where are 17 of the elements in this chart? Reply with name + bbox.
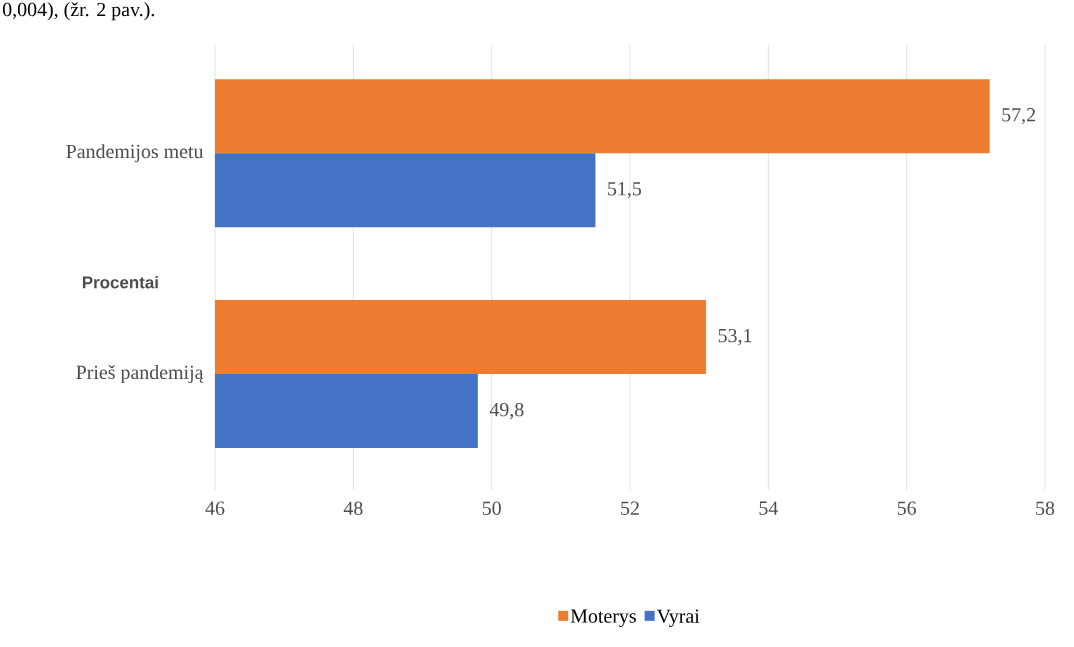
x-tick-label: 54 <box>759 501 778 515</box>
data-label: 51,5 <box>608 182 642 199</box>
x-tick-label: 48 <box>343 501 363 515</box>
y-tick-label: Prieš pandemiją <box>76 365 204 384</box>
x-tick-label: 50 <box>482 501 501 515</box>
text: 0,004), (žr. 2 pav.). <box>2 2 154 21</box>
x-tick-label: 52 <box>621 501 639 515</box>
x-tick-label: 46 <box>205 501 225 515</box>
y-axis-title: Procentai <box>82 275 158 289</box>
legend-label: Vyrai <box>656 609 700 627</box>
x-tick-label: 56 <box>897 501 917 515</box>
data-label: 57,2 <box>1002 108 1035 125</box>
x-tick-label: 58 <box>1036 501 1055 515</box>
legend-label: Moterys <box>570 609 636 627</box>
data-label: 53,1 <box>718 328 752 346</box>
y-tick-label: Pandemijos metu <box>66 144 204 163</box>
data-label: 49,8 <box>489 402 524 420</box>
